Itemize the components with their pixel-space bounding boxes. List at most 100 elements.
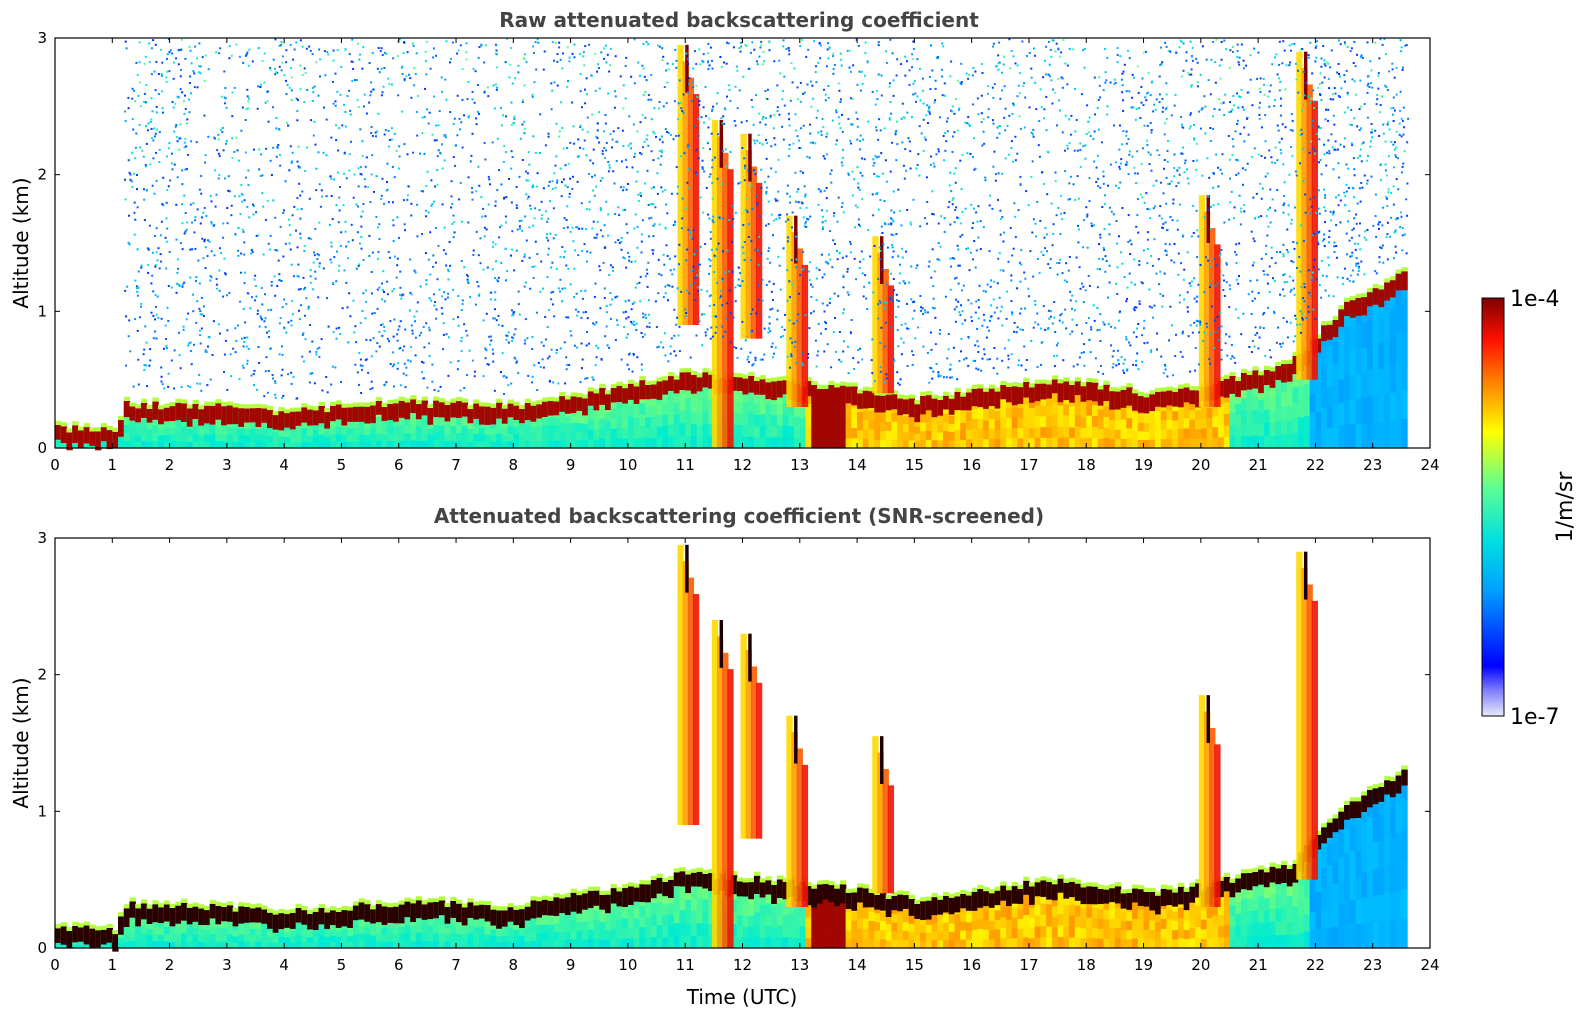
noise-pixel	[261, 303, 264, 306]
noise-pixel	[737, 284, 740, 287]
heatmap-cell	[1006, 417, 1013, 429]
noise-pixel	[883, 221, 886, 224]
heatmap-cell	[702, 410, 709, 424]
heatmap-cell	[605, 421, 612, 431]
noise-pixel	[725, 62, 728, 65]
heatmap-cell	[513, 426, 520, 435]
noise-pixel	[921, 89, 924, 92]
heatmap-cell	[839, 406, 847, 418]
noise-pixel	[1111, 366, 1114, 369]
noise-pixel	[811, 84, 814, 87]
layer-edge-cell	[1338, 305, 1345, 310]
noise-pixel	[532, 135, 535, 138]
noise-pixel	[997, 62, 1000, 65]
heatmap-cell	[135, 441, 142, 449]
noise-pixel	[1237, 316, 1240, 319]
noise-pixel	[1166, 160, 1169, 163]
layer-edge-cell	[1051, 375, 1059, 380]
noise-pixel	[799, 170, 802, 173]
noise-pixel	[997, 172, 1000, 175]
layer-edge-cell	[318, 401, 325, 406]
heatmap-cell	[255, 441, 262, 449]
noise-pixel	[1068, 118, 1071, 121]
noise-pixel	[274, 249, 277, 251]
noise-pixel	[438, 288, 441, 291]
layer-edge-cell	[753, 376, 761, 381]
noise-pixel	[928, 366, 931, 369]
noise-pixel	[496, 86, 499, 89]
heatmap-cell	[1269, 396, 1276, 411]
heatmap-cell	[925, 439, 933, 449]
noise-pixel	[827, 57, 830, 60]
noise-pixel	[127, 241, 130, 244]
noise-pixel	[972, 103, 975, 106]
layer-edge-cell	[1137, 391, 1145, 397]
heatmap-cell	[536, 433, 543, 442]
noise-pixel	[1264, 354, 1267, 357]
noise-pixel	[573, 296, 576, 299]
heatmap-cell	[1275, 379, 1282, 394]
heatmap-cell	[547, 424, 555, 433]
noise-pixel	[489, 298, 492, 301]
noise-pixel	[985, 336, 988, 339]
noise-pixel	[1294, 314, 1297, 317]
heatmap-cell	[1057, 437, 1064, 449]
noise-pixel	[283, 298, 286, 301]
noise-pixel	[1327, 256, 1330, 259]
noise-pixel	[336, 171, 339, 174]
noise-pixel	[575, 308, 577, 311]
heatmap-cell	[1275, 434, 1282, 449]
heatmap-cell	[1200, 417, 1208, 429]
noise-pixel	[1081, 282, 1083, 285]
noise-pixel	[1183, 268, 1186, 271]
layer-edge-cell	[1086, 377, 1093, 383]
noise-pixel	[485, 228, 488, 231]
noise-pixel	[1165, 117, 1168, 120]
heatmap-cell	[203, 440, 211, 449]
noise-pixel	[1075, 300, 1078, 303]
noise-pixel	[1046, 150, 1049, 153]
noise-pixel	[1356, 202, 1359, 205]
noise-pixel	[301, 355, 304, 358]
heatmap-cell	[1006, 427, 1013, 439]
heatmap-cell	[1063, 436, 1070, 449]
noise-pixel	[439, 152, 442, 155]
noise-pixel	[1232, 217, 1235, 220]
noise-pixel	[1304, 193, 1307, 196]
noise-pixel	[254, 274, 257, 277]
heatmap-cell	[1366, 318, 1374, 345]
layer-top-cell	[696, 377, 703, 392]
noise-pixel	[1283, 181, 1286, 184]
heatmap-cell	[1017, 437, 1024, 449]
noise-pixel	[1313, 196, 1316, 199]
noise-pixel	[951, 105, 954, 108]
noise-pixel	[1130, 281, 1133, 284]
noise-pixel	[459, 389, 462, 392]
layer-edge-cell	[656, 377, 663, 382]
heatmap-cell	[582, 423, 589, 433]
heatmap-cell	[1017, 407, 1024, 419]
noise-pixel	[837, 295, 840, 298]
noise-pixel	[536, 311, 538, 314]
layer-edge-cell	[1246, 370, 1253, 375]
noise-pixel	[312, 288, 315, 291]
noise-pixel	[1312, 89, 1315, 92]
noise-pixel	[1158, 154, 1161, 156]
layer-top-cell	[920, 395, 927, 415]
layer-top-cell	[1143, 397, 1150, 414]
noise-pixel	[482, 375, 485, 378]
noise-pixel	[1068, 198, 1071, 201]
noise-pixel	[1358, 187, 1361, 190]
noise-pixel	[351, 239, 354, 242]
noise-pixel	[1189, 113, 1192, 116]
noise-pixel	[708, 295, 711, 298]
noise-pixel	[182, 328, 185, 331]
noise-pixel	[742, 224, 745, 227]
heatmap-cell	[645, 395, 652, 407]
layer-edge-cell	[874, 391, 881, 396]
noise-pixel	[302, 332, 305, 335]
noise-pixel	[270, 284, 273, 287]
heatmap-cell	[1206, 437, 1213, 449]
noise-pixel	[859, 347, 862, 350]
noise-pixel	[227, 175, 230, 178]
